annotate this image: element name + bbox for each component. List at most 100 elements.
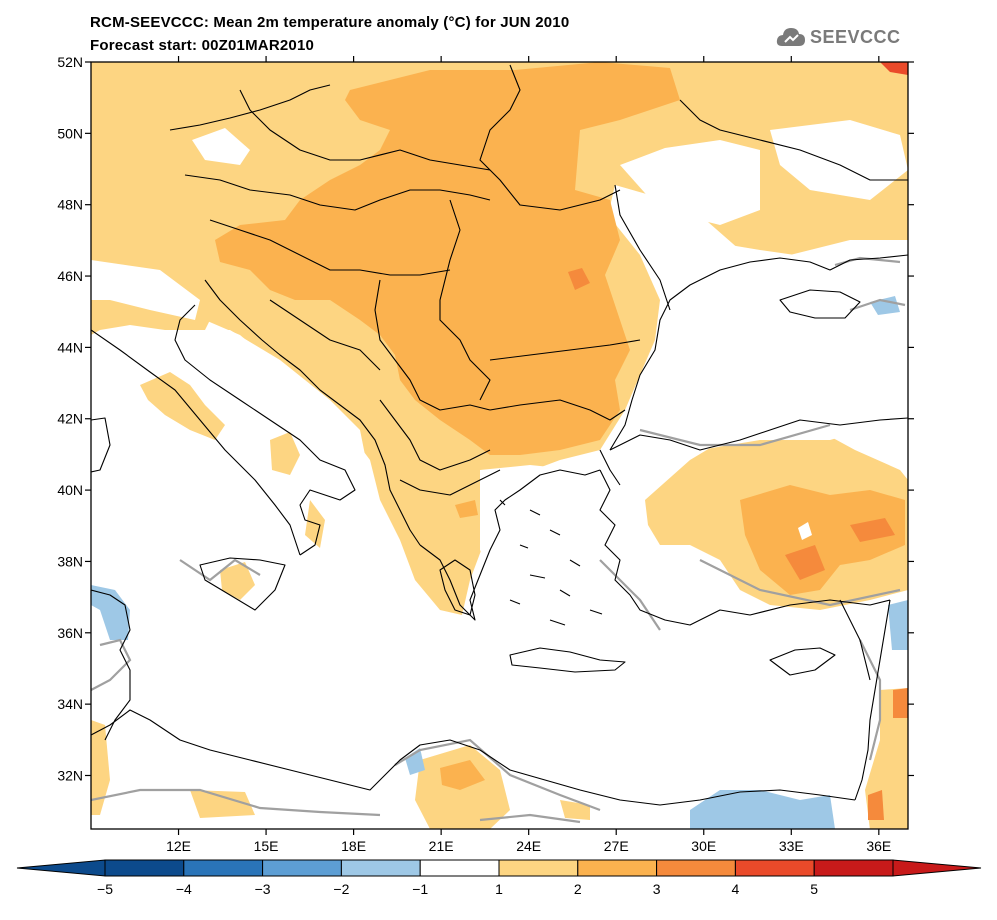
map-title: RCM-SEEVCCC: Mean 2m temperature anomaly… <box>90 14 570 31</box>
coastline-levant <box>854 599 891 801</box>
colorbar-label: 1 <box>495 881 503 897</box>
colorbar: −5 −4 −3 −2 −1 1 2 3 4 5 <box>16 859 982 897</box>
coastline-tunisia <box>91 589 131 741</box>
near-zero-hole-adriatic <box>160 330 370 520</box>
near-zero-hole-germany <box>192 128 250 165</box>
lat-tick-label: 32N <box>57 767 83 783</box>
colorbar-swatch <box>183 859 264 877</box>
border-line <box>479 64 621 211</box>
colorbar-label: 2 <box>574 881 582 897</box>
coastline-crimea <box>779 289 861 319</box>
anomaly-region-italy <box>140 372 225 440</box>
border-line <box>679 99 908 181</box>
border-line <box>614 184 671 311</box>
lon-tick-label: 36E <box>866 838 891 854</box>
lon-tick-label: 33E <box>779 838 804 854</box>
coastlines-and-borders <box>91 64 908 806</box>
near-zero-hole-aegean <box>480 465 650 625</box>
coastline-turkey-west <box>599 469 891 626</box>
colorbar-swatch <box>577 859 658 877</box>
lat-tick-label: 36N <box>57 625 83 641</box>
coastline-adriatic-east <box>204 279 421 546</box>
lon-tick-label: 15E <box>254 838 279 854</box>
anomaly-region-south-italy <box>270 432 300 475</box>
colorbar-swatch <box>498 859 579 877</box>
lon-tick-label: 30E <box>691 838 716 854</box>
lon-tick-label: 24E <box>516 838 541 854</box>
anomaly-region-calabria <box>305 500 325 548</box>
near-zero-hole-ukraine <box>620 140 760 225</box>
lon-tick-label: 21E <box>429 838 454 854</box>
cloud-icon <box>776 28 805 46</box>
colorbar-swatch <box>104 859 185 877</box>
colorbar-swatch <box>734 859 815 877</box>
near-zero-holes <box>91 120 908 625</box>
border-line <box>269 299 381 371</box>
lat-tick-label: 52N <box>57 54 83 70</box>
anomaly-region-turkey-peak-2 <box>850 518 895 542</box>
border-line <box>439 199 491 401</box>
colorbar-label: 5 <box>810 881 818 897</box>
colorbar-label: 4 <box>732 881 740 897</box>
anomaly-region-levant-peak <box>893 688 908 718</box>
coastline-peloponnese <box>439 559 476 616</box>
coastline-turkey-north <box>609 417 908 451</box>
colorbar-label: −1 <box>412 881 428 897</box>
colorbar-label: −4 <box>176 881 192 897</box>
near-zero-hole-croatia <box>91 260 200 320</box>
coastline-aegean-islands <box>499 499 603 626</box>
colorbar-swatch <box>262 859 342 877</box>
anomaly-region-greece-spot <box>455 500 478 518</box>
lat-tick-label: 40N <box>57 482 83 498</box>
colorbar-swatch <box>419 859 500 877</box>
anomaly-region-sw-corner <box>91 720 110 815</box>
anomaly-region-turkey-peak-1 <box>785 545 825 580</box>
orography-contour <box>849 298 906 312</box>
anomaly-region-romania-peak <box>568 268 590 290</box>
colorbar-swatch <box>656 859 736 877</box>
coastline-italy-west <box>91 329 301 556</box>
anomaly-2-3-regions <box>215 62 905 790</box>
map-frame <box>90 61 909 830</box>
colorbar-swatch <box>813 859 894 877</box>
anomaly-region-balkans <box>215 62 680 455</box>
coastline-sardinia <box>91 417 111 473</box>
near-zero-hole-black-sea <box>630 240 900 450</box>
coastline-greece <box>419 469 601 621</box>
lon-tick-label: 12E <box>166 838 191 854</box>
anomaly-region-sicily <box>220 562 255 600</box>
coastline-crete <box>509 647 626 673</box>
lon-tick-label: 18E <box>341 838 366 854</box>
colorbar-high-arrow <box>892 859 982 877</box>
forecast-start-label: Forecast start: 00Z01MAR2010 <box>90 37 315 54</box>
lon-tick-label: 27E <box>604 838 629 854</box>
anomaly-region-sw-small <box>190 790 255 818</box>
lat-tick-label: 38N <box>57 553 83 569</box>
anomaly-region-cyprus-east <box>888 600 908 650</box>
orography-contour <box>834 256 901 267</box>
border-line <box>399 469 501 496</box>
coastline-italy-east <box>174 304 356 556</box>
orography-contour <box>479 813 581 824</box>
lat-tick-label: 46N <box>57 268 83 284</box>
border-line <box>489 399 626 421</box>
coastline-north-africa <box>91 709 856 806</box>
anomaly-region-white-spot <box>798 522 812 540</box>
anomaly-region-anatolia-mid <box>740 485 905 595</box>
colorbar-label: −2 <box>333 881 349 897</box>
logo-text: SEEVCCC <box>810 26 901 47</box>
anomaly-region-sinai-peak <box>868 790 884 820</box>
border-line <box>839 599 871 681</box>
border-line <box>209 219 451 276</box>
coastline-sicily <box>199 557 286 611</box>
orography-contour <box>91 788 381 817</box>
colorbar-low-arrow <box>16 859 106 877</box>
anomaly-negative-regions <box>91 296 908 829</box>
coastline-cyprus <box>769 647 836 676</box>
lat-tick-label: 44N <box>57 339 83 355</box>
orography-contour <box>699 559 901 607</box>
orography-contour <box>599 559 661 631</box>
orography-contour <box>91 638 132 691</box>
lat-tick-label: 48N <box>57 197 83 213</box>
lat-tick-label: 50N <box>57 125 83 141</box>
